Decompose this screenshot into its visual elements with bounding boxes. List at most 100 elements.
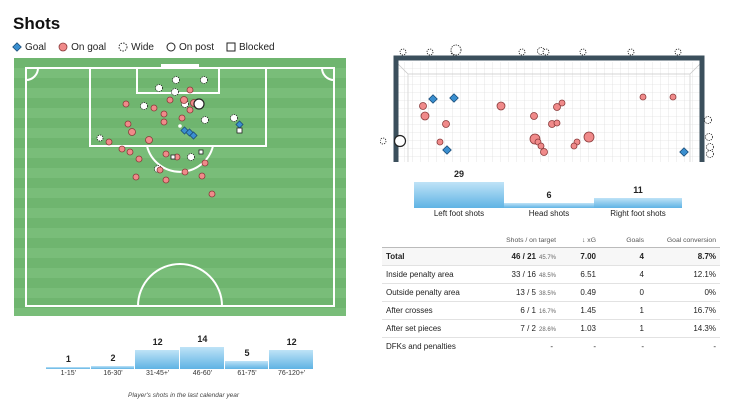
goal-marker-goal xyxy=(428,93,689,157)
cell-goals: 4 xyxy=(600,265,648,284)
diamond-icon xyxy=(12,42,22,52)
dashed-circle-icon xyxy=(118,42,128,52)
time-bar-value: 1 xyxy=(65,354,71,364)
legend-item-blocked[interactable]: Blocked xyxy=(226,42,275,53)
row-label: Outside penalty area xyxy=(382,283,464,302)
bar-label: Left foot shots xyxy=(433,209,485,218)
time-bar-value: 12 xyxy=(152,337,163,348)
legend-item-on-goal[interactable]: On goal xyxy=(58,42,106,53)
cell-conversion: 14.3% xyxy=(648,319,720,338)
bar-label: Right foot shots xyxy=(610,209,666,218)
legend-label: On goal xyxy=(71,41,107,53)
shot-marker-blocked xyxy=(170,127,243,160)
time-bar xyxy=(224,361,269,369)
table-header-row: Shots / on target ↓ xG Goals Goal conver… xyxy=(382,233,720,248)
time-bar xyxy=(90,365,135,369)
legend-item-wide[interactable]: Wide xyxy=(118,42,154,53)
body-part-bar-chart: 29 6 11 Left foot shots Head shots Right… xyxy=(414,169,682,220)
cell-conversion: - xyxy=(648,337,720,355)
shot-marker-on-goal xyxy=(105,86,216,198)
shot-marker-goal xyxy=(180,120,244,140)
cell-shots: 7 / 2 28.6% xyxy=(464,319,560,338)
time-bar-value: 14 xyxy=(197,334,208,344)
legend: Goal On goal Wide On post Blocked xyxy=(12,40,287,54)
time-bar-value: 2 xyxy=(110,352,116,363)
col-header-xg[interactable]: ↓ xG xyxy=(582,236,596,244)
cell-goals: 1 xyxy=(600,319,648,338)
legend-label: Wide xyxy=(131,41,154,53)
red-circle-icon xyxy=(58,42,68,52)
time-bar-value: 5 xyxy=(244,348,250,359)
cell-shots: 46 / 21 45.7% xyxy=(464,247,560,266)
time-bar xyxy=(135,350,179,369)
cell-shots: 33 / 16 48.5% xyxy=(464,265,560,284)
cell-goals: 4 xyxy=(600,247,648,266)
cell-xg: - xyxy=(560,337,600,355)
shot-marker-on-post xyxy=(193,98,205,110)
open-circle-icon xyxy=(166,42,176,52)
bar-value: 11 xyxy=(633,185,643,196)
cell-xg: 0.49 xyxy=(560,283,600,302)
bar-label: Head shots xyxy=(528,209,570,218)
legend-item-goal[interactable]: Goal xyxy=(12,42,46,53)
time-bar-label: 1-15' xyxy=(60,370,76,377)
cell-conversion: 16.7% xyxy=(648,301,720,320)
table-row[interactable]: Outside penalty area 13 / 5 38.5% 0.49 0 0% xyxy=(382,283,720,302)
time-bar-label: 31-45+' xyxy=(145,370,170,377)
shot-stats-table: Shots / on target ↓ xG Goals Goal conver… xyxy=(382,233,720,355)
shot-map-pitch xyxy=(14,58,346,316)
table-row[interactable]: Inside penalty area 33 / 16 48.5% 6.51 4 12.1… xyxy=(382,265,720,284)
cell-xg: 1.45 xyxy=(560,301,600,320)
bar-right-foot xyxy=(594,198,682,208)
table-row[interactable]: After crosses 6 / 1 16.7% 1.45 1 16.7% xyxy=(382,301,720,320)
legend-label: Goal xyxy=(25,41,47,53)
goal-marker-on-goal xyxy=(419,93,677,156)
cell-shots: 6 / 1 16.7% xyxy=(464,301,560,320)
goal-marker-wide xyxy=(380,44,714,158)
bar-value: 29 xyxy=(453,169,464,179)
shot-marker-wide xyxy=(96,76,238,173)
row-label: After set pieces xyxy=(382,319,464,338)
cell-xg: 6.51 xyxy=(560,265,600,284)
goal-frame-view xyxy=(380,44,714,162)
table-row[interactable]: After set pieces 7 / 2 28.6% 1.03 1 14.3% xyxy=(382,319,720,338)
legend-item-on-post[interactable]: On post xyxy=(166,42,214,53)
bar-value: 6 xyxy=(546,189,552,200)
cell-conversion: 12.1% xyxy=(648,265,720,284)
col-header-goals[interactable]: Goals xyxy=(626,236,644,244)
shots-by-time-bar-chart: 1 1-15' 2 16-30' 12 31-45+' 14 46-60' 5 61-75' 12 7… xyxy=(46,325,314,385)
time-bar xyxy=(269,350,313,369)
time-bar xyxy=(180,347,224,369)
row-label: After crosses xyxy=(382,301,464,320)
chart-caption: Player's shots in the last calendar year xyxy=(128,392,240,399)
col-header-conversion[interactable]: Goal conversion xyxy=(666,236,716,244)
col-header-shots[interactable]: Shots / on target xyxy=(506,236,556,244)
legend-label: On post xyxy=(178,41,214,53)
cell-shots: - xyxy=(464,337,560,355)
cell-xg: 1.03 xyxy=(560,319,600,338)
col-header xyxy=(382,233,464,248)
time-bar-label: 61-75' xyxy=(237,370,257,377)
row-label: DFKs and penalties xyxy=(382,337,464,355)
page-title: Shots xyxy=(13,14,61,33)
goal-marker-on-post xyxy=(393,134,407,148)
square-icon xyxy=(226,42,236,52)
table-row[interactable]: Total 46 / 21 45.7% 7.00 4 8.7% xyxy=(382,247,720,266)
time-bar-label: 76-120+' xyxy=(278,370,306,377)
row-label: Inside penalty area xyxy=(382,265,464,284)
cell-shots: 13 / 5 38.5% xyxy=(464,283,560,302)
cell-conversion: 8.7% xyxy=(648,247,720,266)
cell-goals: - xyxy=(600,337,648,355)
legend-label: Blocked xyxy=(238,41,275,53)
cell-goals: 1 xyxy=(600,301,648,320)
time-bar-value: 12 xyxy=(286,337,297,348)
bar-left-foot xyxy=(414,182,504,208)
time-bar-label: 16-30' xyxy=(103,370,123,377)
bar-head xyxy=(504,202,594,208)
cell-xg: 7.00 xyxy=(560,247,600,266)
time-bar-label: 46-60' xyxy=(192,370,212,377)
cell-conversion: 0% xyxy=(648,283,720,302)
table-row[interactable]: DFKs and penalties - - - - xyxy=(382,337,720,355)
time-bar xyxy=(46,367,90,369)
cell-goals: 0 xyxy=(600,283,648,302)
